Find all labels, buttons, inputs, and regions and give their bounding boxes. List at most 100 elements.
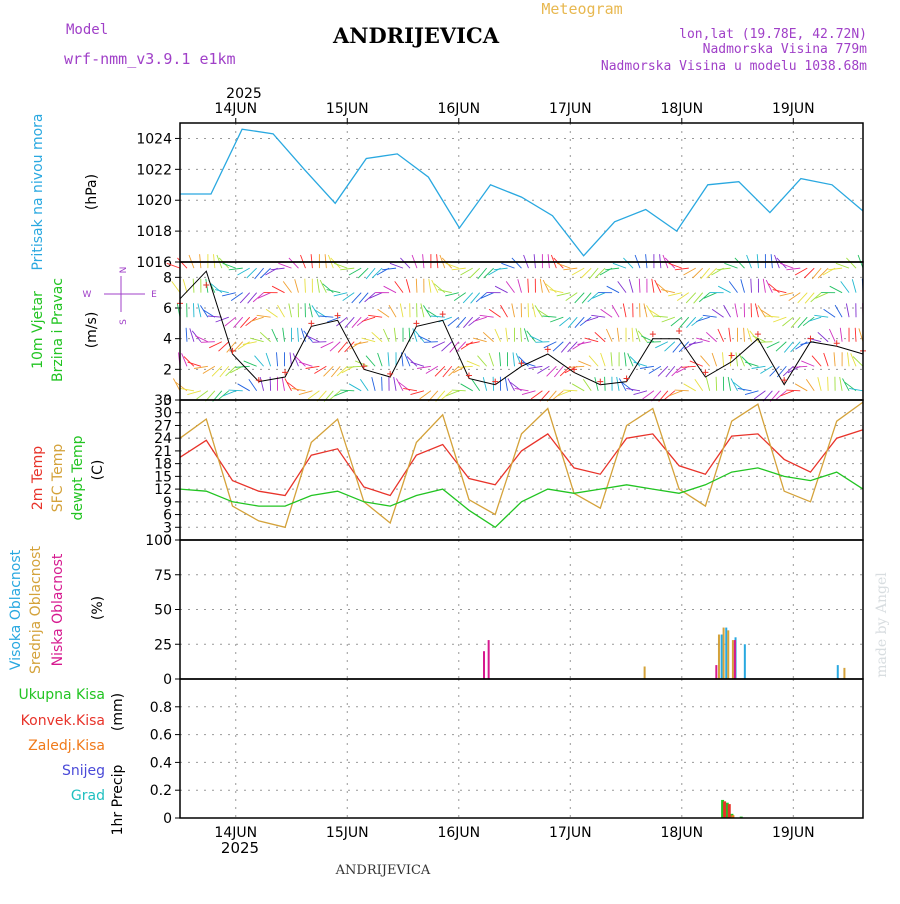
y-tick-label: 100 <box>145 533 172 549</box>
precip-ylabel: 1hr Precip <box>110 765 126 836</box>
y-tick-label: 1024 <box>136 131 172 147</box>
y-tick-label: 0.2 <box>150 783 172 799</box>
y-tick-label: 6 <box>163 301 172 317</box>
wind-barb <box>270 377 271 391</box>
y-tick-label: 8 <box>163 270 172 286</box>
top-day-label: 15JUN <box>326 101 369 117</box>
cloud-bar <box>483 651 485 679</box>
bottom-day-label: 14JUN <box>214 825 257 841</box>
station-title: ANDRIJEVICA <box>332 23 500 48</box>
bottom-day-label: 16JUN <box>437 825 480 841</box>
cloud-bar <box>837 665 839 679</box>
wind-labels: 10m Vjetar Brzina i Pravac (m/s) N W E S <box>30 267 157 382</box>
legend-frozen-rain: Zaledj.Kisa <box>28 738 105 754</box>
cloud-bar <box>732 640 734 679</box>
legend-total-rain: Ukupna Kisa <box>18 687 105 703</box>
wind-barb <box>312 342 326 343</box>
top-day-label: 19JUN <box>772 101 815 117</box>
top-year: 2025 <box>226 86 262 102</box>
model-name: wrf-nmm_v3.9.1 e1km <box>64 50 236 68</box>
cloud-bar <box>718 635 720 679</box>
mid-cloud-ylabel: Srednja Oblacnost <box>28 546 44 674</box>
wind-barb <box>758 342 772 343</box>
precip-unit: (mm) <box>110 693 126 731</box>
model-elevation: Nadmorska Visina u modelu 1038.68m <box>601 59 867 74</box>
y-tick-label: 50 <box>154 603 172 619</box>
cloud-bar <box>715 665 717 679</box>
legend-conv-rain: Konvek.Kisa <box>21 713 105 729</box>
cloud-bar <box>744 644 746 679</box>
wind-barb <box>647 342 661 343</box>
tsfc-ylabel: SFC Temp <box>50 444 66 513</box>
top-day-label: 16JUN <box>437 101 480 117</box>
pressure-ylabel: Pritisak na nivou mora <box>30 113 46 270</box>
precip-labels: Ukupna Kisa Konvek.Kisa Zaledj.Kisa Snij… <box>18 687 126 835</box>
wind-ylabel-2: Brzina i Pravac <box>50 278 66 382</box>
cloud-bar <box>843 668 845 679</box>
compass-north: N <box>119 267 129 274</box>
wind-barb <box>172 281 180 292</box>
temp-unit: (C) <box>90 460 106 481</box>
cloud-bar <box>734 640 736 679</box>
top-day-label: 18JUN <box>660 101 703 117</box>
y-tick-label: 1018 <box>136 224 172 240</box>
bottom-day-label: 18JUN <box>660 825 703 841</box>
cloud-bar <box>727 630 729 679</box>
watermark: made by Angel <box>874 572 890 678</box>
pressure-unit: (hPa) <box>84 174 100 210</box>
y-tick-label: 33 <box>154 393 172 409</box>
top-day-label: 14JUN <box>214 101 257 117</box>
y-tick-label: 0 <box>163 672 172 688</box>
top-day-label: 17JUN <box>549 101 592 117</box>
wind-barb <box>201 342 215 343</box>
cloud-bar <box>721 635 723 679</box>
high-cloud-ylabel: Visoka Oblacnost <box>8 549 24 670</box>
cloud-bar <box>644 666 646 679</box>
cloud-unit: (%) <box>90 596 106 620</box>
dewpt-ylabel: dewpt Temp <box>70 435 86 520</box>
chart-kind: Meteogram <box>541 0 622 18</box>
y-tick-label: 0.8 <box>150 700 172 716</box>
cloud-labels: Visoka Oblacnost Srednja Oblacnost Niska… <box>8 546 106 674</box>
y-tick-label: 1016 <box>136 255 172 271</box>
compass-west: W <box>83 290 92 300</box>
bottom-day-label: 15JUN <box>326 825 369 841</box>
pressure-labels: Pritisak na nivou mora (hPa) <box>30 113 100 270</box>
bottom-day-label: 19JUN <box>772 825 815 841</box>
wind-barb <box>828 377 829 391</box>
cloud-bar <box>488 640 490 679</box>
compass-east: E <box>151 290 157 300</box>
y-tick-label: 0.6 <box>150 728 172 744</box>
low-cloud-ylabel: Niska Oblacnost <box>50 553 66 666</box>
model-label: Model <box>66 22 108 38</box>
precip-bar <box>723 801 726 818</box>
y-tick-label: 75 <box>154 568 172 584</box>
wind-barb <box>424 342 438 343</box>
bottom-year: 2025 <box>221 839 259 857</box>
elevation: Nadmorska Visina 779m <box>703 42 868 57</box>
y-tick-label: 0.4 <box>150 755 172 771</box>
cloud-bar <box>725 628 727 679</box>
legend-snow: Snijeg <box>62 763 105 779</box>
t2m-ylabel: 2m Temp <box>30 446 46 510</box>
wind-ylabel-1: 10m Vjetar <box>30 291 46 369</box>
wind-barb <box>535 342 549 343</box>
panel-bg-3 <box>180 540 863 679</box>
precip-bar <box>728 804 731 818</box>
y-tick-label: 2 <box>163 362 172 378</box>
y-tick-label: 0 <box>163 811 172 827</box>
wind-barb <box>716 377 717 391</box>
cloud-bar <box>723 628 725 679</box>
plot-area: 1016101810201022102402468036912151821242… <box>136 101 866 841</box>
compass-south: S <box>119 319 129 325</box>
wind-barb <box>382 377 383 391</box>
panel-bg-4 <box>180 679 863 818</box>
wind-unit: (m/s) <box>84 312 100 349</box>
y-tick-label: 1020 <box>136 193 172 209</box>
y-tick-label: 25 <box>154 637 172 653</box>
bottom-day-label: 17JUN <box>549 825 592 841</box>
panel-bg-2 <box>180 400 863 540</box>
y-tick-label: 4 <box>163 332 172 348</box>
